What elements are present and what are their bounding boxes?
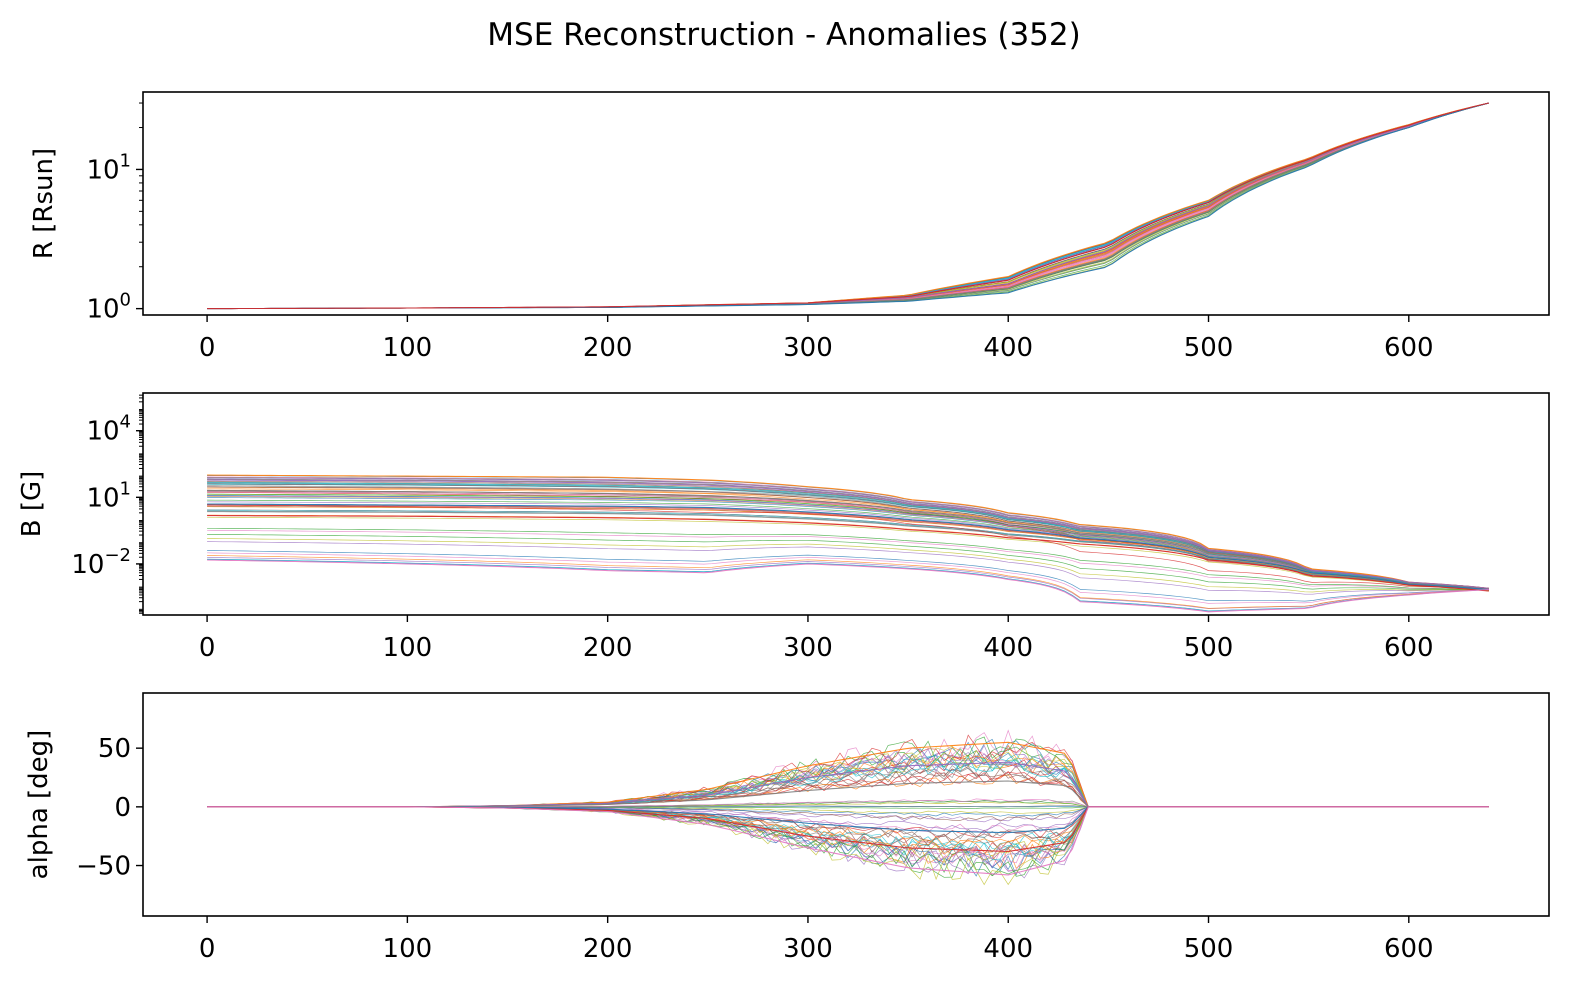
x-tick-label: 200 xyxy=(583,934,633,964)
series-line-6 xyxy=(207,559,1489,613)
y-tick-label: 104 xyxy=(86,412,131,447)
series-line xyxy=(207,534,1489,591)
y-tick-label: 101 xyxy=(86,478,131,513)
series-line-5 xyxy=(207,102,1490,310)
x-tick-label: 300 xyxy=(783,633,833,663)
x-tick-label: 100 xyxy=(383,633,433,663)
series-line xyxy=(207,541,1489,595)
series-line xyxy=(207,555,1489,609)
series-line xyxy=(207,538,1489,593)
y-tick-label: 100 xyxy=(86,290,131,325)
series-lines xyxy=(207,102,1490,310)
subplot-1: 0 100 200 300 400 500 600 100 101 R [Rsun] xyxy=(29,91,1550,363)
series-line-1 xyxy=(207,474,1489,589)
y-axis-label: alpha [deg] xyxy=(24,730,54,880)
series-line xyxy=(207,529,1489,591)
series-line xyxy=(207,504,1489,590)
y-axis-label: R [Rsun] xyxy=(29,148,59,259)
x-tick-label: 200 xyxy=(583,333,633,363)
x-tick-label: 400 xyxy=(983,633,1033,663)
series-lines xyxy=(207,474,1489,613)
x-tick-label: 0 xyxy=(199,934,216,964)
series-line-2 xyxy=(207,479,1489,589)
series-line xyxy=(207,527,1489,591)
y-tick-label: 10−2 xyxy=(71,545,131,580)
x-tick-label: 600 xyxy=(1384,633,1434,663)
x-tick-label: 500 xyxy=(1184,333,1234,363)
series-line xyxy=(207,486,1489,590)
x-tick-label: 600 xyxy=(1384,934,1434,964)
x-tick-label: 200 xyxy=(583,633,633,663)
x-tick-label: 100 xyxy=(383,934,433,964)
series-line xyxy=(207,495,1489,590)
x-tick-label: 100 xyxy=(383,333,433,363)
y-tick-label: −50 xyxy=(76,852,131,882)
x-tick-label: 500 xyxy=(1184,633,1234,663)
series-lines xyxy=(207,729,1489,886)
axes-frame xyxy=(142,692,1550,917)
series-line xyxy=(207,558,1489,612)
series-line xyxy=(207,483,1489,590)
x-tick-label: 400 xyxy=(983,333,1033,363)
series-line xyxy=(207,477,1489,589)
axes-frame xyxy=(142,91,1550,316)
x-tick-label: 500 xyxy=(1184,934,1234,964)
series-line-6 xyxy=(207,806,1489,876)
series-line-4 xyxy=(207,503,1489,591)
series-line xyxy=(207,499,1489,590)
x-tick-label: 300 xyxy=(783,333,833,363)
x-tick-label: 0 xyxy=(199,333,216,363)
series-line-5 xyxy=(207,515,1489,592)
y-tick-label: 50 xyxy=(98,734,131,764)
x-tick-label: 400 xyxy=(983,934,1033,964)
series-line xyxy=(207,552,1489,604)
series-line xyxy=(207,550,1489,602)
subplot-3: 0 100 200 300 400 500 600 −50 0 50 alpha [deg] xyxy=(24,692,1550,964)
series-line xyxy=(207,516,1489,592)
x-tick-label: 0 xyxy=(199,633,216,663)
series-line xyxy=(207,485,1489,589)
series-line xyxy=(207,509,1489,591)
series-line xyxy=(207,511,1489,591)
y-axis-label: B [G] xyxy=(17,471,47,538)
y-tick-label: 101 xyxy=(86,150,131,185)
x-tick-label: 600 xyxy=(1384,333,1434,363)
y-tick-label: 0 xyxy=(114,793,131,823)
figure-title: MSE Reconstruction - Anomalies (352) xyxy=(487,17,1080,53)
x-tick-label: 300 xyxy=(783,934,833,964)
subplot-2: 0 100 200 300 400 500 600 10−2 101 104 B [G] xyxy=(17,392,1550,663)
series-line-3 xyxy=(207,490,1489,591)
